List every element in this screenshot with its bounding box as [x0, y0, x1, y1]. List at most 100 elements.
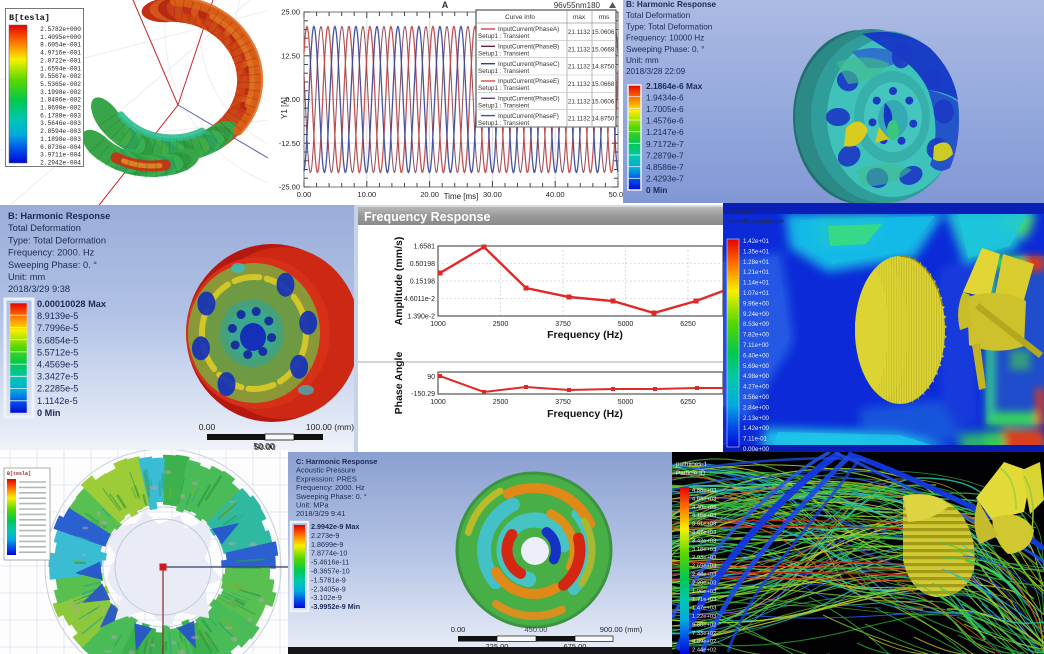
- svg-text:2.44e+02: 2.44e+02: [692, 648, 716, 654]
- svg-text:0 Min: 0 Min: [646, 185, 667, 195]
- svg-text:6250: 6250: [680, 399, 696, 406]
- svg-text:Frequency (Hz): Frequency (Hz): [547, 408, 623, 420]
- svg-text:0.00e+00: 0.00e+00: [743, 446, 770, 453]
- svg-text:6250: 6250: [680, 321, 696, 328]
- svg-text:2.84e+00: 2.84e+00: [743, 404, 770, 411]
- svg-text:InputCurrent(PhaseA): InputCurrent(PhaseA): [498, 26, 559, 33]
- svg-text:15.0668: 15.0668: [592, 46, 615, 53]
- svg-text:Total Deformation: Total Deformation: [8, 223, 81, 233]
- svg-text:Setup1 : Transient: Setup1 : Transient: [478, 103, 529, 110]
- svg-text:2.20e+03: 2.20e+03: [692, 580, 716, 586]
- svg-text:1000: 1000: [430, 399, 446, 406]
- svg-text:Setup1 : Transient: Setup1 : Transient: [478, 51, 529, 58]
- svg-text:1.7005e-6: 1.7005e-6: [646, 104, 684, 114]
- svg-text:1.42e+00: 1.42e+00: [743, 425, 770, 432]
- svg-text:21.1132: 21.1132: [568, 81, 591, 88]
- svg-text:1.28e+01: 1.28e+01: [743, 259, 770, 266]
- svg-text:0.00: 0.00: [285, 95, 300, 104]
- svg-text:B[tesla]: B[tesla]: [9, 13, 50, 23]
- svg-text:3.9711e-004: 3.9711e-004: [40, 152, 81, 159]
- svg-text:1.0690e-002: 1.0690e-002: [40, 105, 81, 112]
- svg-text:max: max: [573, 14, 586, 21]
- svg-text:12.50: 12.50: [281, 51, 300, 60]
- svg-text:96v55nm180: 96v55nm180: [554, 1, 601, 10]
- svg-text:4.40e+03: 4.40e+03: [692, 505, 716, 511]
- svg-text:InputCurrent(PhaseD): InputCurrent(PhaseD): [498, 96, 560, 103]
- svg-text:2.44e+03: 2.44e+03: [692, 572, 716, 578]
- svg-text:2.273e-9: 2.273e-9: [311, 531, 339, 540]
- svg-text:100.00 (mm): 100.00 (mm): [306, 422, 354, 432]
- svg-text:8.9139e-5: 8.9139e-5: [37, 311, 78, 321]
- svg-text:contour-2: contour-2: [727, 209, 756, 216]
- svg-text:2500: 2500: [493, 321, 509, 328]
- svg-text:4.88e+03: 4.88e+03: [692, 488, 716, 494]
- svg-text:14.8750: 14.8750: [592, 64, 615, 71]
- svg-text:225.00: 225.00: [486, 642, 509, 651]
- svg-text:8.53e+00: 8.53e+00: [743, 321, 770, 328]
- svg-text:3.5646e-003: 3.5646e-003: [40, 120, 81, 127]
- svg-text:7.11e-01: 7.11e-01: [743, 436, 768, 443]
- svg-text:3.67e+03: 3.67e+03: [692, 530, 716, 536]
- svg-text:0.00: 0.00: [199, 422, 216, 432]
- svg-text:25.00: 25.00: [281, 8, 300, 17]
- svg-text:Y1 [A]: Y1 [A]: [280, 97, 289, 119]
- svg-text:Sweeping Phase: 0. °: Sweeping Phase: 0. °: [626, 45, 704, 54]
- svg-text:Unit: MPa: Unit: MPa: [296, 501, 329, 510]
- svg-text:1.8486e-002: 1.8486e-002: [40, 97, 81, 104]
- svg-text:1.71e+03: 1.71e+03: [692, 597, 716, 603]
- svg-text:Frequency Response: Frequency Response: [364, 210, 490, 224]
- svg-text:B: Harmonic Response: B: Harmonic Response: [626, 0, 717, 9]
- svg-text:1.1898e-003: 1.1898e-003: [40, 136, 81, 143]
- svg-text:50.00: 50.00: [609, 190, 628, 199]
- svg-text:1.96e+03: 1.96e+03: [692, 589, 716, 595]
- svg-text:-25.00: -25.00: [279, 183, 300, 192]
- svg-text:450.00: 450.00: [525, 625, 548, 634]
- svg-text:1.4576e-6: 1.4576e-6: [646, 116, 684, 126]
- svg-text:2.4293e-7: 2.4293e-7: [646, 173, 684, 183]
- svg-text:90: 90: [427, 374, 435, 381]
- svg-text:21.1132: 21.1132: [568, 64, 591, 71]
- svg-text:9.7172e-7: 9.7172e-7: [646, 139, 684, 149]
- svg-text:5.5365e-002: 5.5365e-002: [40, 81, 81, 88]
- svg-text:3.91e+03: 3.91e+03: [692, 522, 716, 528]
- svg-text:6.8736e-004: 6.8736e-004: [40, 144, 81, 151]
- svg-text:0.15198: 0.15198: [410, 279, 435, 286]
- svg-text:4.64e+03: 4.64e+03: [692, 496, 716, 502]
- svg-text:9.96e+00: 9.96e+00: [743, 300, 770, 307]
- svg-text:Frequency: 2000. Hz: Frequency: 2000. Hz: [8, 248, 95, 258]
- svg-text:-1.5781e-9: -1.5781e-9: [311, 575, 346, 584]
- svg-text:-5.4616e-11: -5.4616e-11: [311, 558, 349, 567]
- svg-text:50.00: 50.00: [254, 442, 276, 452]
- svg-text:2.2942e-004: 2.2942e-004: [40, 159, 81, 166]
- svg-text:-12.50: -12.50: [279, 139, 300, 148]
- svg-text:Sweeping Phase: 0. °: Sweeping Phase: 0. °: [8, 260, 97, 270]
- svg-text:9.5567e-002: 9.5567e-002: [40, 73, 81, 80]
- svg-text:-3.9952e-9 Min: -3.9952e-9 Min: [311, 602, 360, 611]
- svg-text:2.1864e-6 Max: 2.1864e-6 Max: [646, 81, 703, 91]
- svg-text:Velocity Magnitude: Velocity Magnitude: [727, 218, 784, 225]
- svg-text:1.1142e-5: 1.1142e-5: [37, 396, 78, 406]
- svg-text:-8.3657e-10: -8.3657e-10: [311, 567, 350, 576]
- svg-text:0.00: 0.00: [451, 625, 466, 634]
- svg-text:Frequency: 10000 Hz: Frequency: 10000 Hz: [626, 34, 704, 43]
- svg-text:-3.102e-9: -3.102e-9: [311, 593, 342, 602]
- svg-text:Curve Info: Curve Info: [505, 14, 535, 21]
- svg-text:21.1132: 21.1132: [568, 29, 591, 36]
- svg-text:20.00: 20.00: [420, 190, 439, 199]
- svg-text:4.27e+00: 4.27e+00: [743, 384, 770, 391]
- svg-text:7.2879e-7: 7.2879e-7: [646, 150, 684, 160]
- svg-text:21.1132: 21.1132: [568, 46, 591, 53]
- svg-text:2.0722e-001: 2.0722e-001: [40, 57, 81, 64]
- svg-text:-150.29: -150.29: [411, 391, 435, 398]
- svg-text:A: A: [442, 0, 449, 10]
- svg-text:0 Min: 0 Min: [37, 408, 61, 418]
- svg-text:1.22e+03: 1.22e+03: [692, 614, 716, 620]
- svg-text:5.69e+00: 5.69e+00: [743, 363, 770, 370]
- svg-text:1000: 1000: [430, 321, 446, 328]
- svg-text:5.5712e-5: 5.5712e-5: [37, 347, 78, 357]
- svg-text:Time [ms]: Time [ms]: [444, 192, 479, 201]
- svg-text:Phase Angle: Phase Angle: [393, 352, 405, 415]
- svg-text:14.8750: 14.8750: [592, 116, 615, 123]
- svg-text:2.93e+03: 2.93e+03: [692, 555, 716, 561]
- svg-text:2018/3/29 9:38: 2018/3/29 9:38: [8, 284, 70, 294]
